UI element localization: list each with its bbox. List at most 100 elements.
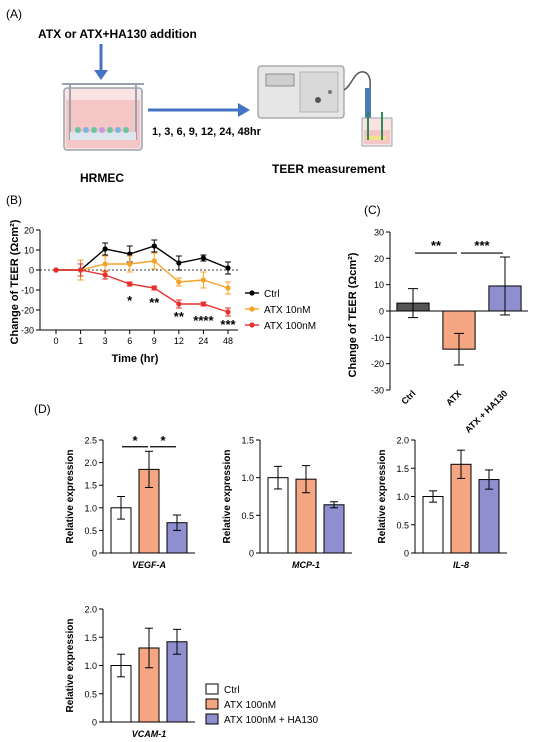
legend-label-atx: ATX 100nM xyxy=(224,700,276,711)
y-tick-label: 0 xyxy=(92,718,97,728)
y-tick-label: 0 xyxy=(29,266,34,276)
teer-meter-icon xyxy=(257,65,393,147)
legend-label-atx-ha130: ATX 100nM + HA130 xyxy=(224,715,318,726)
y-tick-label: 2.0 xyxy=(84,458,97,468)
y-tick-label: 20 xyxy=(374,254,384,264)
x-tick-label: Ctrl xyxy=(399,388,417,406)
bar xyxy=(323,504,345,554)
x-tick-label: 12 xyxy=(174,336,184,346)
gene-label: IL-8 xyxy=(453,560,469,570)
cell-label: HRMEC xyxy=(80,171,124,185)
data-point xyxy=(200,277,207,283)
x-tick-label: 48 xyxy=(223,336,233,346)
y-tick-label: -20 xyxy=(371,359,384,369)
y-tick-label: 2.0 xyxy=(84,605,97,615)
panel-b-ylabel: Change of TEER (Ωcm²) xyxy=(9,219,21,344)
y-tick-label: 0.5 xyxy=(396,520,409,530)
gene-label: VEGF-A xyxy=(132,560,166,570)
data-point xyxy=(225,285,231,291)
vegfa-chart: 0 0.5 1.0 1.5 2.0 2.5 VEGF-A Relative expressio… xyxy=(65,433,195,570)
legend-swatch-atx-ha130 xyxy=(205,713,219,725)
bar xyxy=(422,496,444,554)
y-tick-label: 0 xyxy=(404,549,409,559)
x-tick-label: 3 xyxy=(103,336,108,346)
legend-marker xyxy=(249,306,255,312)
y-tick-label: 2.0 xyxy=(396,436,409,446)
legend-label-ctrl: Ctrl xyxy=(224,685,240,696)
legend-marker xyxy=(249,322,255,328)
x-tick-label: 9 xyxy=(152,336,157,346)
x-tick-label: 0 xyxy=(53,336,58,346)
legend-label: ATX 100nM xyxy=(264,321,316,332)
timepoints-text: 1, 3, 6, 9, 12, 24, 48hr xyxy=(152,126,262,138)
significance-mark: ** xyxy=(174,309,185,324)
vcam1-chart: 0 0.5 1.0 1.5 2.0 VCAM-1 Relative expression xyxy=(65,605,195,739)
series-line xyxy=(56,245,229,271)
significance-mark: ** xyxy=(431,238,442,253)
y-tick-label: 0 xyxy=(379,307,384,317)
y-tick-label: 1.5 xyxy=(84,481,97,491)
y-tick-label: 1.5 xyxy=(84,633,97,643)
y-tick-label: 20 xyxy=(24,226,34,236)
y-tick-label: 0.5 xyxy=(241,511,254,521)
y-tick-label: -20 xyxy=(21,306,34,316)
data-point xyxy=(176,301,182,307)
y-tick-label: 10 xyxy=(374,280,384,290)
y-tick-label: -10 xyxy=(21,286,34,296)
y-tick-label: 0 xyxy=(249,549,254,559)
data-point xyxy=(77,267,84,273)
data-point xyxy=(176,279,182,285)
legend-swatch-atx xyxy=(205,698,219,710)
y-tick-label: 10 xyxy=(24,246,34,256)
y-tick-label: 1.0 xyxy=(241,473,254,483)
data-point xyxy=(151,285,157,291)
data-point xyxy=(102,272,108,278)
mcp1-chart: 0 0.5 1.0 1.5 MCP-1 Relative expression xyxy=(222,436,352,570)
y-tick-label: 1.0 xyxy=(396,492,409,502)
data-point xyxy=(200,255,207,261)
significance-mark: **** xyxy=(193,313,214,328)
y-tick-label: 1.5 xyxy=(241,436,254,446)
y-tick-label: 2.5 xyxy=(84,436,97,446)
panel-b-label: (B) xyxy=(6,193,22,207)
gene-label: VCAM-1 xyxy=(132,729,167,739)
y-tick-label: 1.5 xyxy=(396,464,409,474)
data-point xyxy=(102,246,108,252)
y-tick-label: 1.0 xyxy=(84,503,97,513)
x-tick-label: ATX xyxy=(444,388,463,407)
data-point xyxy=(151,243,157,249)
data-point xyxy=(151,258,157,264)
panel-b-xlabel: Time (hr) xyxy=(112,353,159,365)
panel-c-label: (C) xyxy=(364,203,381,217)
data-point xyxy=(176,260,182,266)
gene-label: MCP-1 xyxy=(292,560,320,570)
x-tick-label: 6 xyxy=(127,336,132,346)
x-tick-label: 1 xyxy=(78,336,83,346)
data-point xyxy=(200,301,207,307)
significance-mark: * xyxy=(127,293,133,308)
y-axis-label: Relative expression xyxy=(377,450,388,544)
y-tick-label: 0 xyxy=(92,549,97,559)
data-point xyxy=(127,281,133,287)
data-point xyxy=(53,267,59,273)
measure-label: TEER measurement xyxy=(272,162,385,176)
legend-marker xyxy=(249,290,255,296)
data-point xyxy=(225,309,231,315)
series-line xyxy=(56,260,229,289)
panel-d-label: (D) xyxy=(34,402,51,416)
y-tick-label: 0.5 xyxy=(84,689,97,699)
y-tick-label: 1.0 xyxy=(84,661,97,671)
legend-label: Ctrl xyxy=(264,289,280,300)
significance-mark: *** xyxy=(474,238,490,253)
addition-text: ATX or ATX+HA130 addition xyxy=(38,27,197,41)
culture-well-icon xyxy=(62,83,144,151)
down-arrow-icon xyxy=(94,44,108,80)
panel-a-label: (A) xyxy=(6,7,22,21)
x-tick-label: 24 xyxy=(198,336,208,346)
data-point xyxy=(127,251,133,257)
panel-b-chart: (B) Change of TEER (Ωcm²) Time (hr) -30 -… xyxy=(6,193,316,365)
panel-d-legend: Ctrl ATX 100nM ATX 100nM + HA130 xyxy=(205,683,318,726)
right-arrow-icon xyxy=(148,103,250,117)
legend-label: ATX 10nM xyxy=(264,305,311,316)
